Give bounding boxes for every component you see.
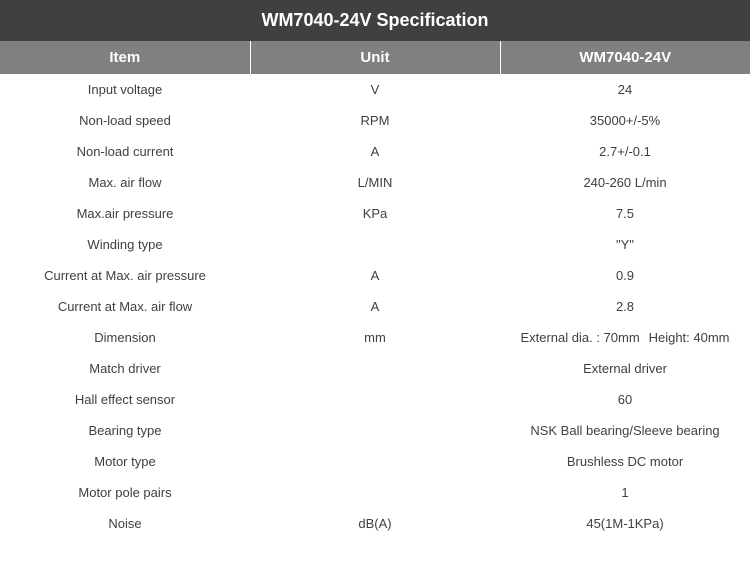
- cell-value: 45(1M-1KPa): [500, 508, 750, 539]
- table-row: Non-load speedRPM35000+/-5%: [0, 105, 750, 136]
- dimension-diameter: External dia. : 70mm: [520, 330, 639, 345]
- cell-value: 24: [500, 74, 750, 105]
- cell-unit: KPa: [250, 198, 500, 229]
- cell-value: 0.9: [500, 260, 750, 291]
- cell-item: Current at Max. air pressure: [0, 260, 250, 291]
- cell-value: 7.5: [500, 198, 750, 229]
- cell-value: NSK Ball bearing/Sleeve bearing: [500, 415, 750, 446]
- cell-unit: [250, 353, 500, 384]
- specification-table: WM7040-24V Specification Item Unit WM704…: [0, 0, 750, 539]
- cell-unit: [250, 229, 500, 260]
- cell-item: Motor type: [0, 446, 250, 477]
- table-title: WM7040-24V Specification: [0, 0, 750, 41]
- header-unit: Unit: [250, 41, 500, 74]
- table-row: Current at Max. air pressureA0.9: [0, 260, 750, 291]
- cell-unit: [250, 415, 500, 446]
- cell-unit: V: [250, 74, 500, 105]
- header-value: WM7040-24V: [500, 41, 750, 74]
- cell-value: 35000+/-5%: [500, 105, 750, 136]
- table-row: Bearing type NSK Ball bearing/Sleeve bear…: [0, 415, 750, 446]
- cell-unit: [250, 446, 500, 477]
- table-row: Max.air pressureKPa7.5: [0, 198, 750, 229]
- cell-value: 240-260 L/min: [500, 167, 750, 198]
- cell-unit: A: [250, 291, 500, 322]
- cell-value: 60: [500, 384, 750, 415]
- cell-unit: mm: [250, 322, 500, 353]
- cell-item: Current at Max. air flow: [0, 291, 250, 322]
- table-body: Input voltageV24Non-load speedRPM35000+/…: [0, 74, 750, 539]
- table-row: Dimensionmm External dia. : 70mm Height: 4…: [0, 322, 750, 353]
- cell-value: External dia. : 70mm Height: 40mm: [500, 322, 750, 353]
- cell-item: Bearing type: [0, 415, 250, 446]
- cell-item: Non-load current: [0, 136, 250, 167]
- cell-value: 2.7+/-0.1: [500, 136, 750, 167]
- table-row: Non-load currentA2.7+/-0.1: [0, 136, 750, 167]
- dimension-height: Height: 40mm: [649, 330, 730, 345]
- cell-value: 1: [500, 477, 750, 508]
- cell-unit: A: [250, 136, 500, 167]
- cell-value: Brushless DC motor: [500, 446, 750, 477]
- cell-unit: L/MIN: [250, 167, 500, 198]
- cell-unit: [250, 477, 500, 508]
- cell-item: Hall effect sensor: [0, 384, 250, 415]
- cell-unit: dB(A): [250, 508, 500, 539]
- cell-value: 2.8: [500, 291, 750, 322]
- header-item: Item: [0, 41, 250, 74]
- table-row: Input voltageV24: [0, 74, 750, 105]
- dimension-wrap: External dia. : 70mm Height: 40mm: [506, 330, 744, 345]
- cell-item: Input voltage: [0, 74, 250, 105]
- title-row: WM7040-24V Specification: [0, 0, 750, 41]
- table-row: Hall effect sensor 60: [0, 384, 750, 415]
- table-row: Match driver External driver: [0, 353, 750, 384]
- cell-item: Winding type: [0, 229, 250, 260]
- table-row: NoisedB(A)45(1M-1KPa): [0, 508, 750, 539]
- cell-item: Noise: [0, 508, 250, 539]
- cell-unit: RPM: [250, 105, 500, 136]
- table-row: Motor type Brushless DC motor: [0, 446, 750, 477]
- header-row: Item Unit WM7040-24V: [0, 41, 750, 74]
- table-row: Max. air flowL/MIN240-260 L/min: [0, 167, 750, 198]
- table-row: Motor pole pairs 1: [0, 477, 750, 508]
- cell-value: External driver: [500, 353, 750, 384]
- cell-value: "Y": [500, 229, 750, 260]
- cell-item: Max. air flow: [0, 167, 250, 198]
- cell-unit: [250, 384, 500, 415]
- cell-item: Dimension: [0, 322, 250, 353]
- cell-item: Match driver: [0, 353, 250, 384]
- cell-unit: A: [250, 260, 500, 291]
- cell-item: Motor pole pairs: [0, 477, 250, 508]
- cell-item: Non-load speed: [0, 105, 250, 136]
- table-row: Current at Max. air flowA2.8: [0, 291, 750, 322]
- table-row: Winding type "Y": [0, 229, 750, 260]
- cell-item: Max.air pressure: [0, 198, 250, 229]
